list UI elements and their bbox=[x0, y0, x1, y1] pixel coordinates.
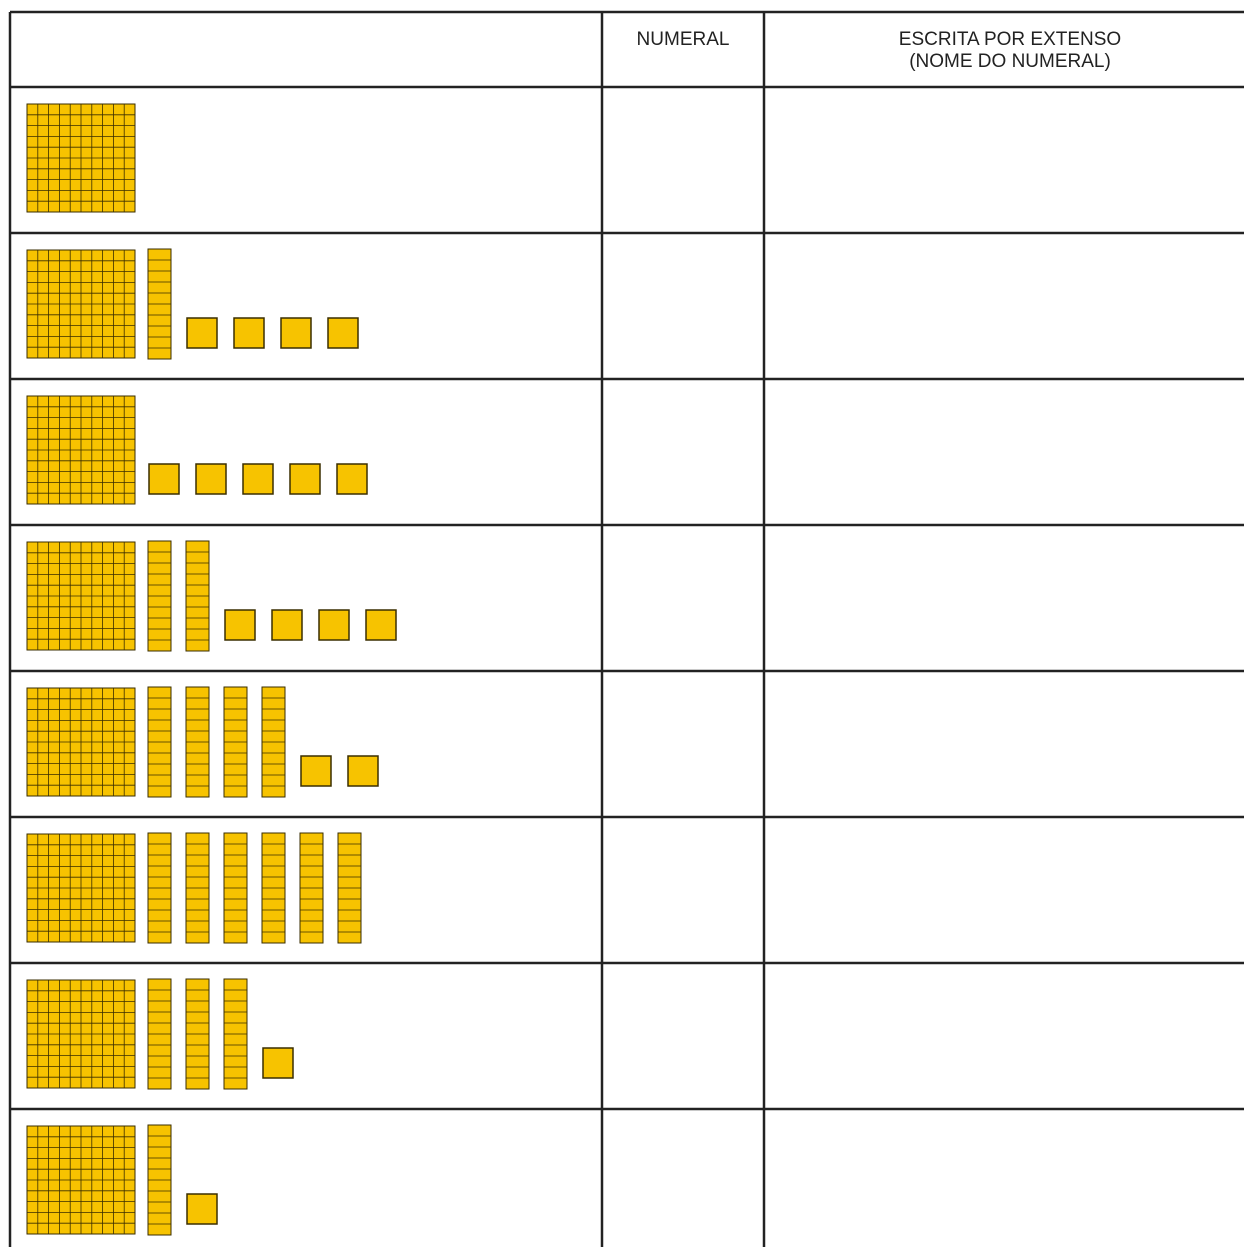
unit-cube bbox=[233, 317, 265, 349]
ten-rod bbox=[261, 832, 286, 944]
ten-rod bbox=[147, 686, 172, 798]
header-extenso: ESCRITA POR EXTENSO bbox=[899, 29, 1121, 50]
ten-rod bbox=[299, 832, 324, 944]
ten-rod bbox=[185, 978, 210, 1090]
hundred-block bbox=[26, 541, 136, 651]
unit-cube bbox=[224, 609, 256, 641]
unit-cube bbox=[262, 1047, 294, 1079]
hundred-block bbox=[26, 249, 136, 359]
hundred-block bbox=[26, 103, 136, 213]
ten-rod bbox=[223, 978, 248, 1090]
ten-rod bbox=[223, 686, 248, 798]
ten-rod bbox=[185, 540, 210, 652]
ten-rod bbox=[147, 832, 172, 944]
ten-rod bbox=[147, 978, 172, 1090]
ten-rod bbox=[147, 540, 172, 652]
unit-cube bbox=[186, 1193, 218, 1225]
header-extenso-sub: (NOME DO NUMERAL) bbox=[909, 51, 1111, 72]
ten-rod bbox=[261, 686, 286, 798]
unit-cube bbox=[327, 317, 359, 349]
unit-cube bbox=[300, 755, 332, 787]
hundred-block bbox=[26, 979, 136, 1089]
ten-rod bbox=[185, 686, 210, 798]
ten-rod bbox=[223, 832, 248, 944]
table-lines bbox=[8, 10, 1244, 1247]
unit-cube bbox=[280, 317, 312, 349]
unit-cube bbox=[336, 463, 368, 495]
unit-cube bbox=[289, 463, 321, 495]
unit-cube bbox=[347, 755, 379, 787]
hundred-block bbox=[26, 395, 136, 505]
ten-rod bbox=[147, 248, 172, 360]
hundred-block bbox=[26, 833, 136, 943]
hundred-block bbox=[26, 1125, 136, 1235]
header-numeral: NUMERAL bbox=[637, 29, 730, 50]
unit-cube bbox=[195, 463, 227, 495]
unit-cube bbox=[318, 609, 350, 641]
hundred-block bbox=[26, 687, 136, 797]
unit-cube bbox=[365, 609, 397, 641]
unit-cube bbox=[148, 463, 180, 495]
unit-cube bbox=[242, 463, 274, 495]
ten-rod bbox=[337, 832, 362, 944]
unit-cube bbox=[271, 609, 303, 641]
unit-cube bbox=[186, 317, 218, 349]
ten-rod bbox=[147, 1124, 172, 1236]
ten-rod bbox=[185, 832, 210, 944]
